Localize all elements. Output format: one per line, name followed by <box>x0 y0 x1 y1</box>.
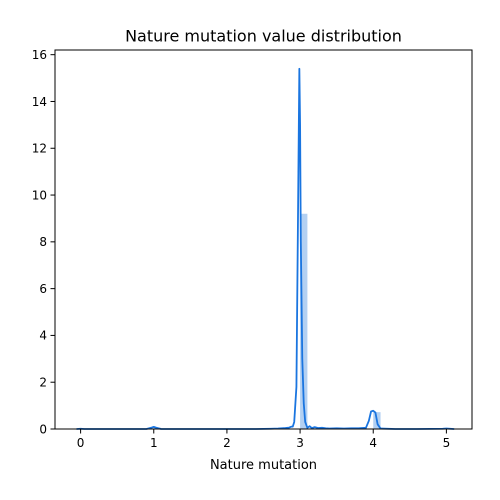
y-tick-label-16: 16 <box>32 48 47 62</box>
y-tick-label-4: 4 <box>39 329 47 343</box>
y-tick-label-14: 14 <box>32 95 47 109</box>
histogram-bars <box>80 213 454 429</box>
y-axis-ticks: 0 2 4 6 8 10 12 14 16 <box>32 48 55 436</box>
x-tick-label-4: 4 <box>369 436 377 450</box>
x-tick-label-5: 5 <box>443 436 451 450</box>
chart-title: Nature mutation value distribution <box>125 27 402 46</box>
x-axis-ticks: 0 1 2 3 4 5 <box>77 429 450 450</box>
kde-line <box>76 67 455 430</box>
x-tick-label-0: 0 <box>77 436 85 450</box>
x-tick-label-3: 3 <box>296 436 304 450</box>
y-tick-label-2: 2 <box>39 376 47 390</box>
x-tick-label-2: 2 <box>223 436 231 450</box>
x-tick-label-1: 1 <box>150 436 158 450</box>
histogram-bar-2 <box>300 213 308 429</box>
x-axis-label: Nature mutation <box>210 458 317 473</box>
y-tick-label-0: 0 <box>39 422 47 436</box>
plot-frame <box>54 49 473 430</box>
kde-curve-layer <box>76 67 455 430</box>
y-tick-label-8: 8 <box>39 235 47 249</box>
y-tick-label-12: 12 <box>32 142 47 156</box>
y-tick-label-10: 10 <box>32 188 47 202</box>
y-tick-label-6: 6 <box>39 282 47 296</box>
